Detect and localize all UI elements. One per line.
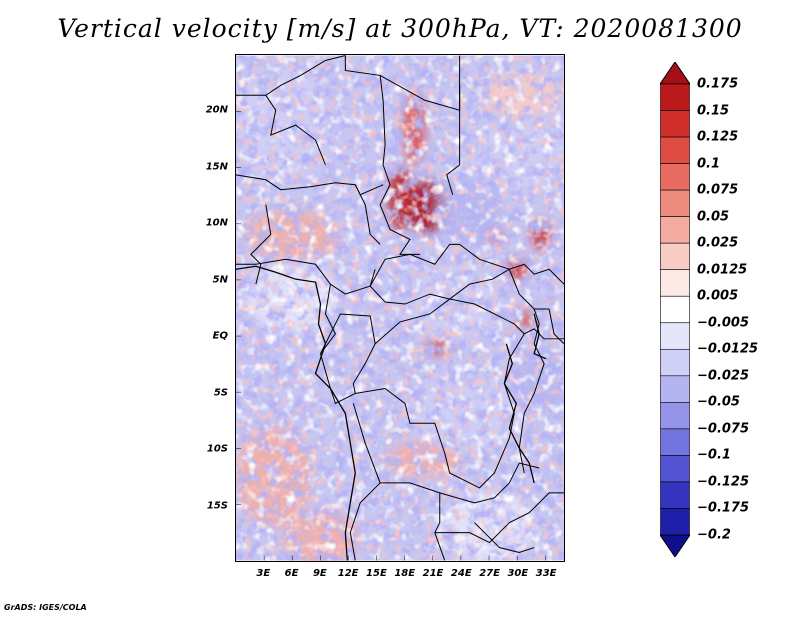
latitude-label: 15S	[206, 500, 228, 512]
colorbar-band	[660, 348, 690, 377]
latitude-label: 15N	[205, 161, 228, 173]
colorbar-label: 0.125	[697, 129, 739, 145]
colorbar-label: −0.125	[697, 474, 750, 490]
velocity-map	[236, 55, 564, 561]
latitude-label: 10S	[206, 443, 228, 455]
colorbar-band	[660, 242, 690, 271]
colorbar-label: −0.075	[697, 421, 750, 437]
latitude-label: EQ	[212, 330, 228, 342]
map-frame	[235, 54, 565, 562]
colorbar-label: 0.005	[697, 288, 739, 304]
colorbar-label: 0.075	[697, 182, 739, 198]
longitude-label: 6E	[284, 568, 299, 579]
colorbar-label: −0.2	[697, 527, 731, 543]
latitude-label: 5S	[213, 387, 228, 399]
longitude-label: 9E	[312, 568, 327, 579]
colorbar-top-arrow	[660, 62, 690, 85]
colorbar-label: −0.0125	[697, 341, 759, 357]
colorbar-label: −0.005	[697, 315, 750, 331]
colorbar-band	[660, 481, 690, 509]
country-borders	[236, 55, 564, 561]
longitude-label: 15E	[366, 568, 387, 579]
colorbar-label: 0.15	[697, 103, 730, 119]
colorbar-label: −0.025	[697, 368, 750, 384]
colorbar-band	[660, 295, 690, 324]
longitude-label: 18E	[394, 568, 416, 579]
longitude-label: 33E	[535, 568, 557, 579]
colorbar-label: −0.1	[697, 447, 731, 463]
colorbar-band	[660, 216, 690, 244]
colorbar-band	[660, 455, 690, 483]
colorbar-band	[660, 428, 690, 456]
colorbar-band	[660, 110, 690, 138]
coastlines	[236, 265, 547, 561]
colorbar	[660, 62, 690, 557]
grads-credit: GrADS: IGES/COLA	[4, 603, 87, 612]
colorbar-bottom-arrow	[660, 534, 690, 557]
colorbar-band	[660, 163, 690, 191]
colorbar-band	[660, 322, 690, 350]
latitude-label: 20N	[205, 104, 228, 116]
colorbar-label: −0.05	[697, 394, 740, 410]
colorbar-band	[660, 508, 690, 536]
colorbar-band	[660, 269, 690, 297]
colorbar-label: 0.025	[697, 235, 739, 251]
colorbar-label: 0.1	[697, 156, 721, 172]
longitude-label: 12E	[337, 568, 359, 579]
gridlines	[236, 111, 546, 561]
plot-title: Vertical velocity [m/s] at 300hPa, VT: 2…	[57, 14, 743, 43]
colorbar-label: 0.175	[697, 76, 739, 92]
colorbar-label: −0.175	[697, 500, 750, 516]
colorbar-band	[660, 83, 690, 111]
longitude-label: 21E	[422, 568, 444, 579]
colorbar-band	[660, 189, 690, 217]
latitude-label: 5N	[212, 274, 228, 286]
latitude-label: 10N	[205, 217, 228, 229]
longitude-label: 24E	[450, 568, 472, 579]
colorbar-band	[660, 375, 690, 403]
colorbar-band	[660, 136, 690, 164]
longitude-label: 30E	[507, 568, 529, 579]
colorbar-label: 0.05	[697, 209, 730, 225]
velocity-texture-neutral	[236, 55, 564, 561]
colorbar-band	[660, 402, 690, 430]
longitude-label: 27E	[479, 568, 500, 579]
colorbar-label: 0.0125	[697, 262, 748, 278]
longitude-label: 3E	[256, 568, 271, 579]
